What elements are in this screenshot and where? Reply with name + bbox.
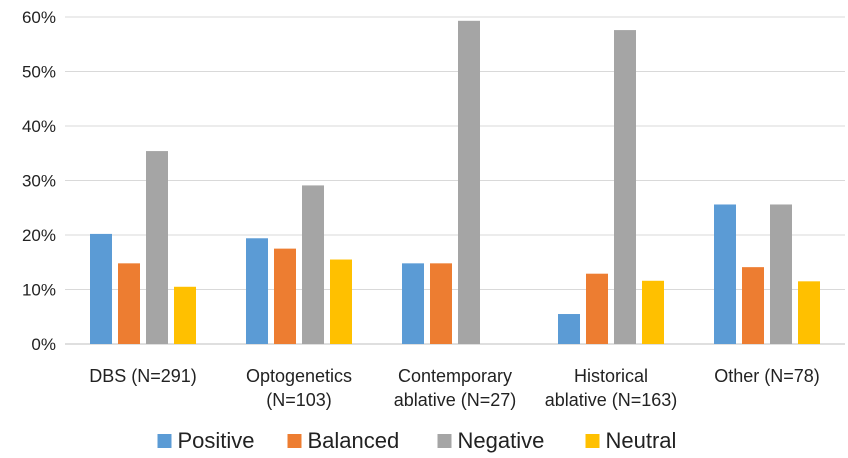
x-category-label-line: ablative (N=163) [545,390,678,410]
bar-positive [90,233,112,344]
legend-swatch-negative [437,434,452,448]
y-tick-label: 50% [22,63,56,82]
bar-negative [614,30,636,345]
bar-positive [246,238,268,344]
x-category-label: DBS (N=291) [89,366,197,386]
bar-balanced [742,267,764,344]
bar-neutral [174,286,196,344]
x-category-label-line: Optogenetics [246,366,352,386]
bar-negative [458,20,480,344]
x-category-label: Optogenetics (N=103) [246,366,352,410]
x-category-label-line: Historical [574,366,648,386]
legend-label-neutral: Neutral [606,428,677,453]
y-tick-label: 20% [22,226,56,245]
y-tick-label: 40% [22,117,56,136]
legend-label-balanced: Balanced [308,428,400,453]
legend-swatch-positive [157,434,172,448]
x-category-label: Contemporary ablative (N=27) [394,366,517,410]
x-category-label-line: Contemporary [398,366,512,386]
bar-neutral [330,259,352,344]
bar-negative [146,151,168,344]
bar-neutral [642,280,664,344]
y-tick-label: 10% [22,281,56,300]
bar-balanced [118,263,140,344]
x-category-label: Historical ablative (N=163) [545,366,678,410]
bar-balanced [274,248,296,344]
bar-positive [402,263,424,344]
legend-label-positive: Positive [178,428,255,453]
bar-balanced [430,263,452,344]
legend-swatch-neutral [585,434,600,448]
legend: Positive Balanced Negative Neutral [157,428,677,453]
x-category-label-line: Other (N=78) [714,366,820,386]
bar-negative [302,185,324,344]
y-tick-label: 60% [22,8,56,27]
bar-negative [770,204,792,344]
bar-positive [558,314,580,344]
bar-positive [714,204,736,344]
x-category-label: Other (N=78) [714,366,820,386]
y-tick-label: 30% [22,172,56,191]
legend-swatch-balanced [287,434,302,448]
x-category-label-line: DBS (N=291) [89,366,197,386]
legend-label-negative: Negative [458,428,545,453]
bar-neutral [798,281,820,344]
x-category-label-line: ablative (N=27) [394,390,517,410]
bar-balanced [586,273,608,344]
x-category-label-line: (N=103) [266,390,332,410]
y-tick-label: 0% [31,335,56,354]
